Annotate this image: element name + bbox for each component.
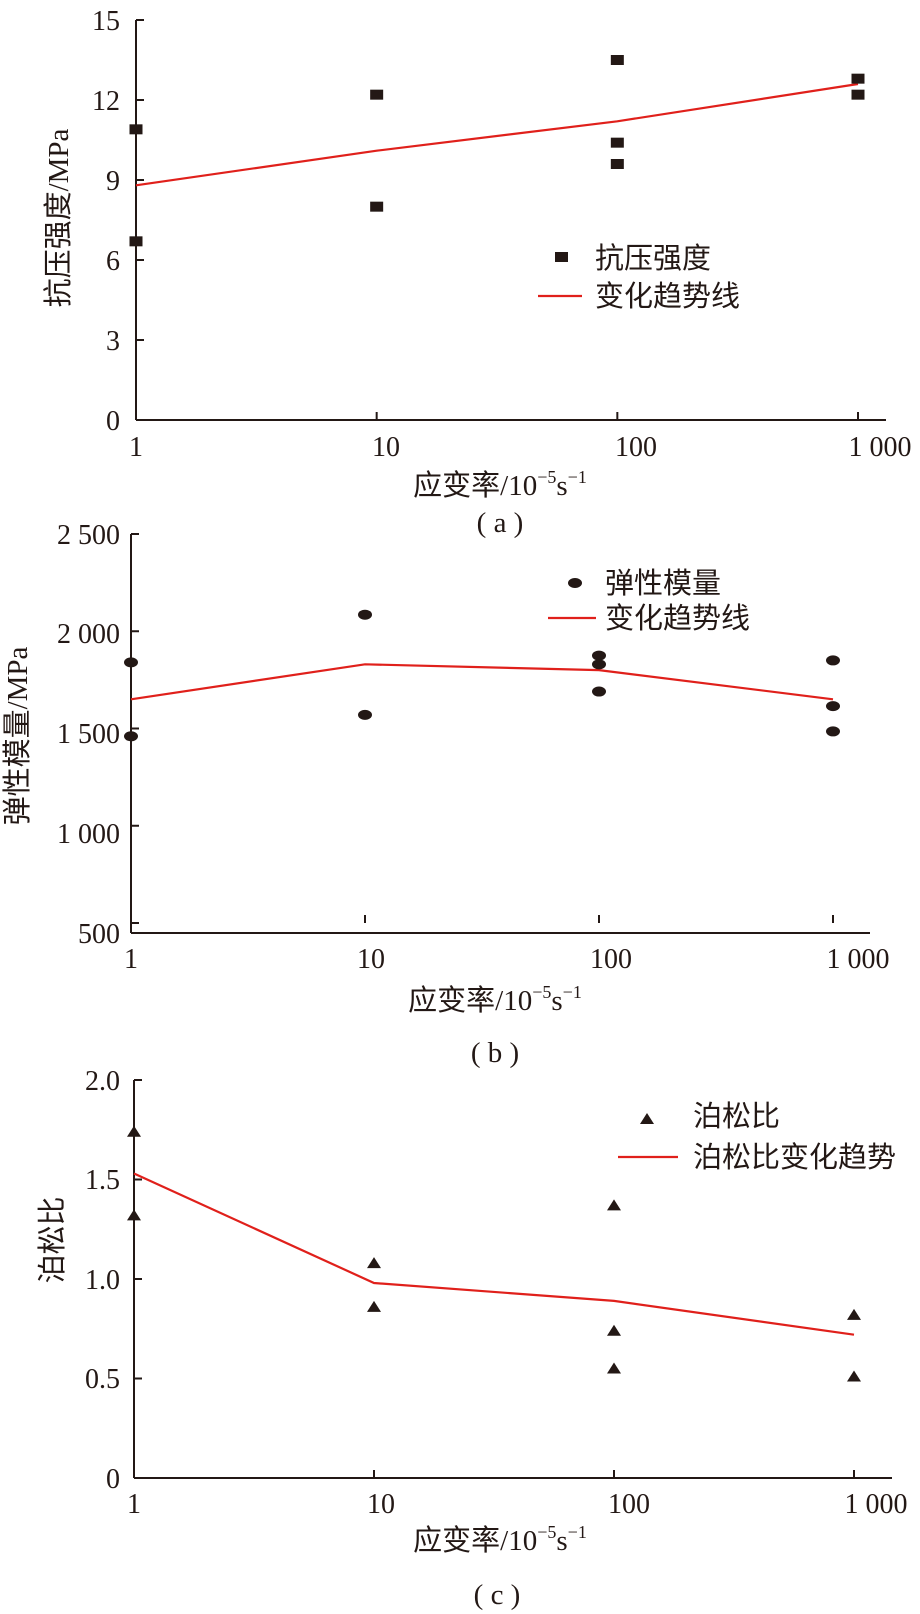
chart-a-xticklabels: 1 10 100 1 000 <box>129 432 912 463</box>
x-tick-label: 100 <box>590 944 632 975</box>
chart-c-axes <box>133 1080 892 1479</box>
data-point-triangle <box>607 1324 621 1336</box>
data-point-ellipse <box>826 655 840 666</box>
y-tick-label: 2 500 <box>57 520 120 551</box>
chart-c-yticklabels: 0 0.5 1.0 1.5 2.0 <box>85 1066 120 1495</box>
chart-c: 0 0.5 1.0 1.5 2.0 1 10 100 1 000 应变率/10−… <box>36 1066 908 1611</box>
chart-b-xlabel: 应变率/10−5s−1 <box>408 982 582 1017</box>
chart-a-markers <box>129 55 865 247</box>
chart-c-ticks <box>133 1079 855 1479</box>
data-point-triangle <box>367 1257 381 1269</box>
data-point-triangle <box>847 1370 861 1382</box>
chart-b-yticklabels: 500 1 000 1 500 2 000 2 500 <box>57 520 120 950</box>
legend-label: 泊松比变化趋势 <box>693 1141 896 1174</box>
chart-a-ylabel: 抗压强度/MPa <box>42 128 75 307</box>
data-point-square <box>851 73 865 84</box>
y-tick-label: 6 <box>106 246 120 277</box>
data-point-square <box>370 89 384 100</box>
data-point-triangle <box>367 1300 381 1312</box>
data-point-square <box>129 236 143 247</box>
chart-b-legend: 弹性模量 变化趋势线 <box>548 567 750 635</box>
y-tick-label: 12 <box>92 86 120 117</box>
chart-b-ylabel: 弹性模量/MPa <box>1 646 34 825</box>
x-tick-label: 10 <box>372 432 400 463</box>
legend-label: 泊松比 <box>693 1100 780 1133</box>
data-point-triangle <box>127 1125 141 1137</box>
x-tick-label: 1 000 <box>827 944 890 975</box>
data-point-square <box>610 159 624 169</box>
y-tick-label: 1.0 <box>85 1265 120 1296</box>
chart-a-yticklabels: 0 3 6 9 12 15 <box>92 6 120 437</box>
chart-b-ticks <box>130 533 834 924</box>
y-tick-label: 500 <box>78 919 120 950</box>
chart-a-xlabel: 应变率/10−5s−1 <box>413 467 587 502</box>
data-point-triangle <box>607 1199 621 1211</box>
data-point-ellipse <box>592 659 606 670</box>
legend-label: 变化趋势线 <box>605 602 750 635</box>
chart-a-ticks <box>135 19 859 421</box>
chart-c-panel-label: ( c ) <box>474 1579 521 1611</box>
chart-b-trend-line <box>130 663 834 701</box>
y-tick-label: 0.5 <box>85 1364 120 1395</box>
data-point-triangle <box>127 1209 141 1221</box>
chart-c-markers <box>127 1125 861 1382</box>
data-point-ellipse <box>124 657 138 668</box>
data-point-ellipse <box>358 709 372 720</box>
chart-b-panel-label: ( b ) <box>471 1037 519 1069</box>
y-tick-label: 0 <box>106 1464 120 1495</box>
data-point-ellipse <box>358 609 372 620</box>
chart-a-trend-line <box>135 82 859 187</box>
chart-a-panel-label: ( a ) <box>477 507 524 539</box>
legend-label: 变化趋势线 <box>595 280 740 313</box>
chart-a-axes <box>135 20 886 421</box>
x-tick-label: 1 000 <box>845 1489 908 1520</box>
data-point-ellipse <box>826 701 840 712</box>
x-tick-label: 100 <box>615 432 657 463</box>
data-point-square <box>610 55 624 65</box>
x-tick-label: 1 <box>129 432 143 463</box>
chart-a: 0 3 6 9 12 15 1 10 100 1 000 应变率/10−5s−1… <box>42 6 912 539</box>
x-tick-label: 100 <box>608 1489 650 1520</box>
x-tick-label: 10 <box>357 944 385 975</box>
chart-b: 500 1 000 1 500 2 000 2 500 1 10 100 1 0… <box>1 520 890 1069</box>
y-tick-label: 15 <box>92 6 120 37</box>
legend-marker-square <box>555 252 568 262</box>
legend-marker-triangle <box>640 1113 654 1124</box>
x-tick-label: 1 000 <box>849 432 912 463</box>
y-tick-label: 3 <box>106 326 120 357</box>
y-tick-label: 1 000 <box>57 819 120 850</box>
chart-b-markers <box>124 609 840 742</box>
y-tick-label: 1.5 <box>85 1165 120 1196</box>
x-tick-label: 1 <box>127 1489 141 1520</box>
chart-c-trend-line <box>133 1172 855 1336</box>
data-point-ellipse <box>826 726 840 737</box>
legend-label: 弹性模量 <box>605 567 721 600</box>
data-point-square <box>370 201 384 212</box>
chart-c-ylabel: 泊松比 <box>36 1196 69 1283</box>
y-tick-label: 1 500 <box>57 719 120 750</box>
y-tick-label: 9 <box>106 166 120 197</box>
data-point-triangle <box>847 1308 861 1320</box>
chart-c-xticklabels: 1 10 100 1 000 <box>127 1489 908 1520</box>
chart-c-legend: 泊松比 泊松比变化趋势 <box>618 1100 896 1174</box>
data-point-square <box>851 89 865 100</box>
chart-c-xlabel: 应变率/10−5s−1 <box>413 1522 587 1557</box>
data-point-ellipse <box>124 731 138 742</box>
legend-marker-ellipse <box>568 578 582 588</box>
chart-a-legend: 抗压强度 变化趋势线 <box>538 242 740 313</box>
y-tick-label: 2.0 <box>85 1066 120 1097</box>
chart-b-axes <box>130 534 870 934</box>
data-point-square <box>129 124 143 135</box>
y-tick-label: 2 000 <box>57 619 120 650</box>
data-point-ellipse <box>592 686 606 697</box>
legend-label: 抗压强度 <box>595 242 711 275</box>
data-point-square <box>610 137 624 148</box>
y-tick-label: 0 <box>106 406 120 437</box>
data-point-triangle <box>607 1362 621 1374</box>
x-tick-label: 1 <box>124 944 138 975</box>
data-point-ellipse <box>592 650 606 661</box>
chart-b-xticklabels: 1 10 100 1 000 <box>124 944 890 975</box>
x-tick-label: 10 <box>367 1489 395 1520</box>
